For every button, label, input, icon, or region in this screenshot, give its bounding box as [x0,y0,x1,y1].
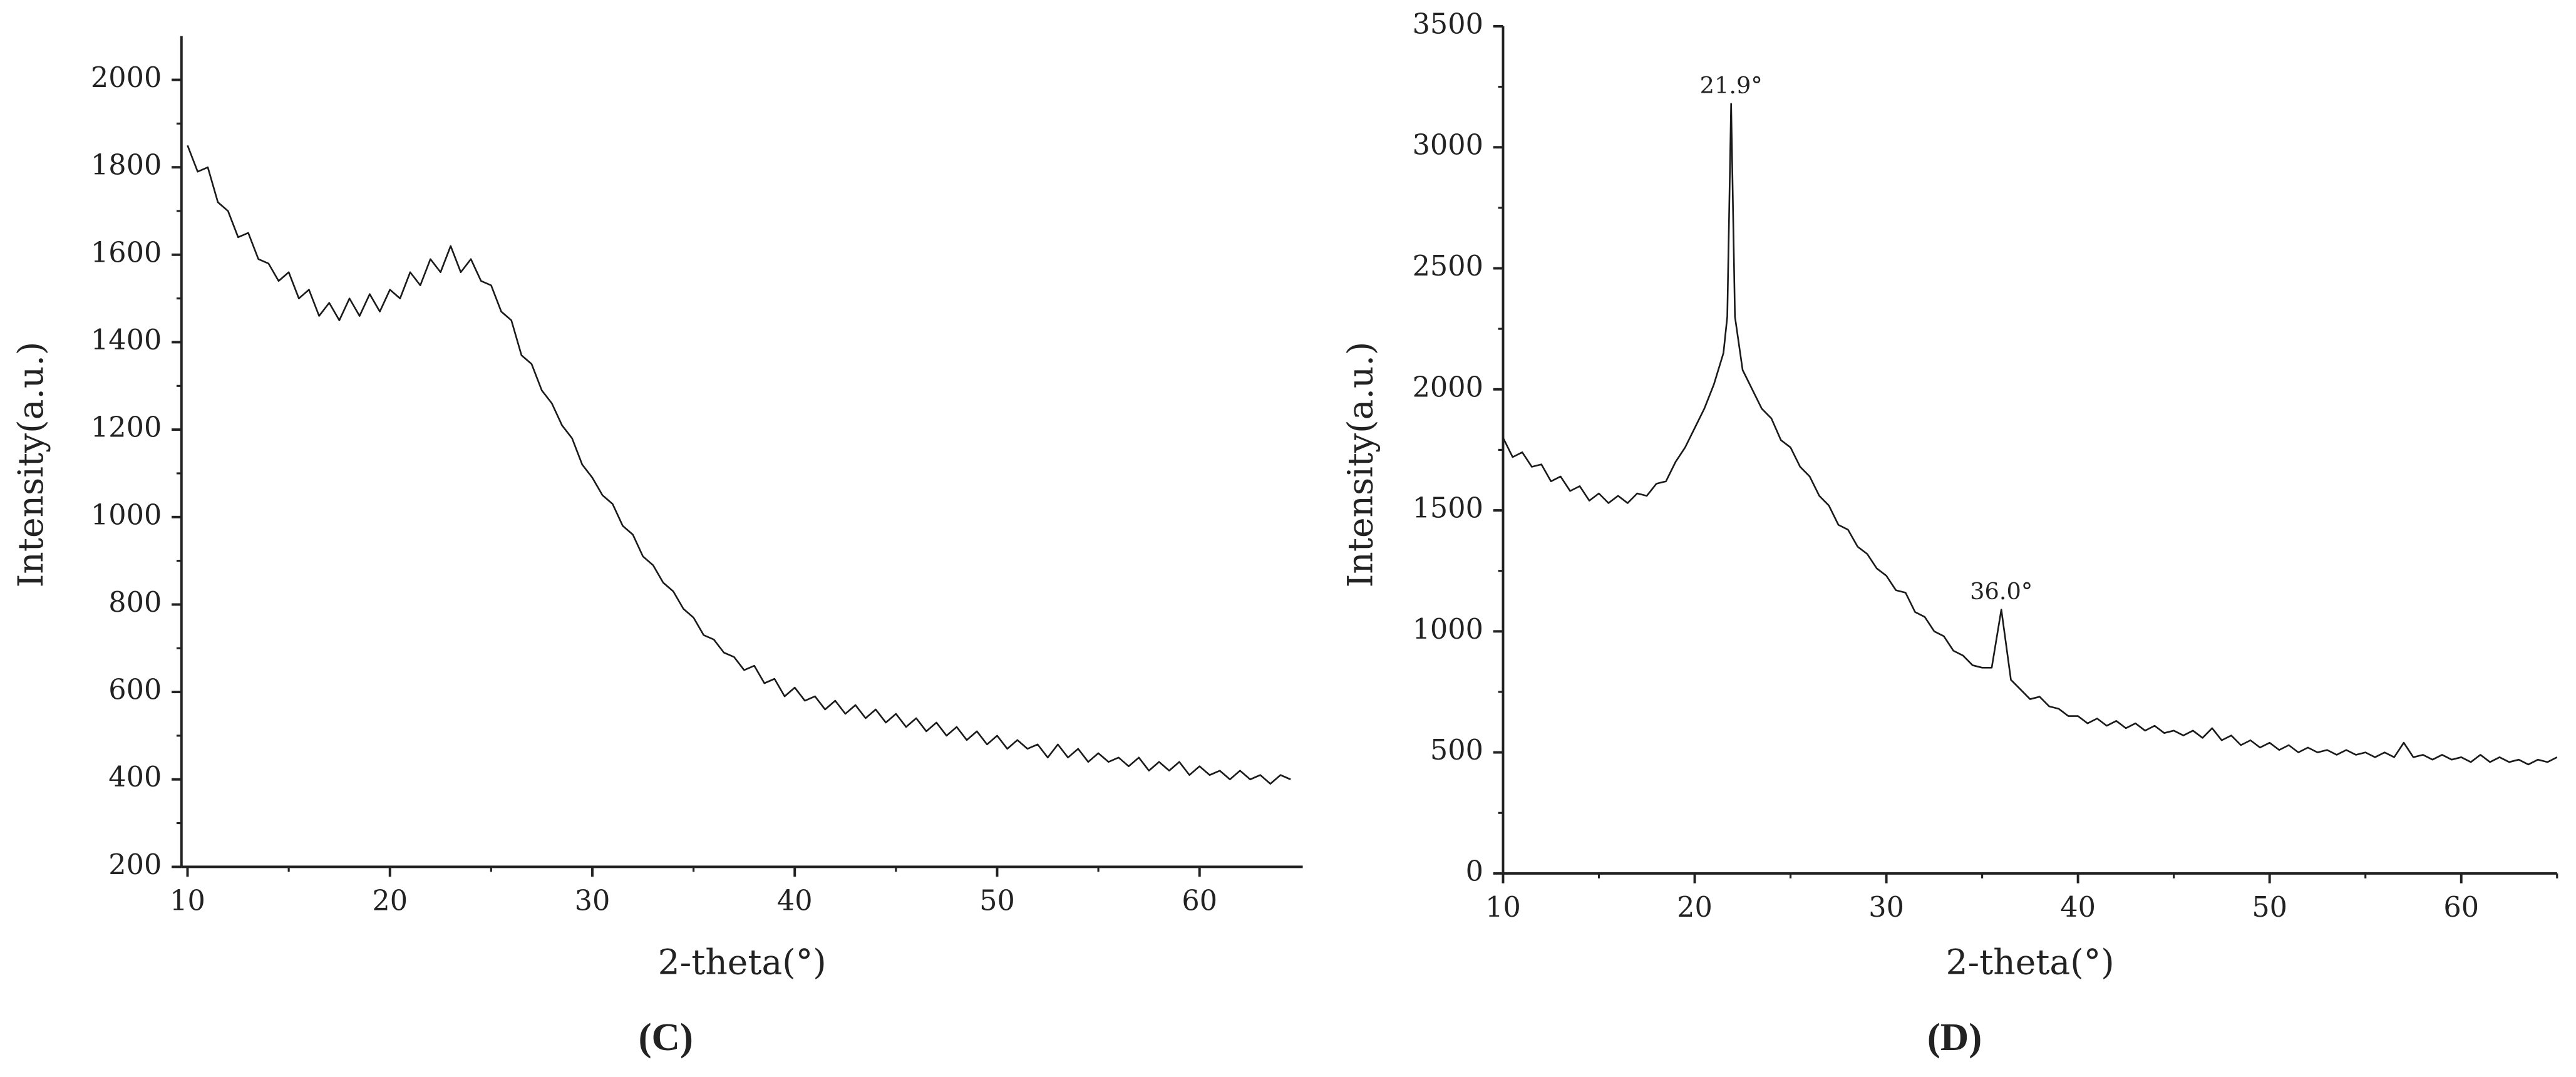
x-tick-label: 20 [1677,891,1713,924]
y-tick-label: 1400 [91,324,162,356]
x-tick-label: 20 [372,885,408,917]
data-line [1502,103,2558,766]
y-tick-label: 1500 [1413,492,1483,525]
y-tick-label: 0 [1466,855,1483,887]
x-tick-label: 30 [575,885,611,917]
y-tick-label: 1800 [91,149,162,182]
y-axis-title: Intensity(a.u.) [1341,342,1381,588]
y-tick-label: 1000 [91,498,162,531]
y-tick-label: 800 [108,586,162,619]
x-tick-label: 50 [979,885,1015,917]
y-tick-label: 3500 [1413,8,1483,40]
y-tick-label: 400 [108,761,162,793]
y-tick-label: 2000 [91,61,162,94]
y-tick-label: 1200 [91,411,162,444]
peak-label: 36.0° [1970,578,2032,605]
x-tick-label: 40 [777,885,813,917]
panel-caption: (C) [639,1015,693,1059]
x-tick-label: 10 [170,885,205,917]
x-tick-label: 60 [2443,891,2479,924]
y-tick-label: 2000 [1413,371,1483,403]
panel-caption: (D) [1927,1015,1982,1059]
peak-label: 21.9° [1700,72,1763,99]
y-tick-label: 3000 [1413,129,1483,162]
data-line [187,145,1291,785]
x-tick-label: 50 [2252,891,2287,924]
y-tick-label: 1600 [91,236,162,269]
x-tick-label: 40 [2060,891,2096,924]
y-axis-title: Intensity(a.u.) [11,342,51,588]
x-axis-title: 2-theta(°) [658,942,827,982]
x-tick-label: 60 [1182,885,1217,917]
y-tick-label: 1000 [1413,613,1483,646]
x-tick-label: 30 [1868,891,1904,924]
y-tick-label: 600 [108,674,162,706]
y-tick-label: 200 [108,848,162,881]
x-tick-label: 10 [1485,891,1521,924]
x-axis-title: 2-theta(°) [1946,942,2115,982]
y-tick-label: 500 [1430,734,1483,766]
y-tick-label: 2500 [1413,250,1483,282]
